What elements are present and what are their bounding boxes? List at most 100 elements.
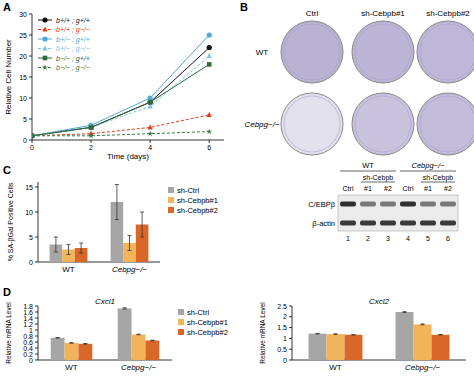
y-axis-label: Relative Cell Number <box>4 39 13 115</box>
plot-marks <box>309 312 450 360</box>
blot-treatment-label: sh-Cebpb <box>423 174 453 182</box>
y-tick <box>29 119 32 120</box>
y-tick <box>35 262 38 263</box>
legend-swatch <box>168 207 174 213</box>
plate-column-label: sh-Cebpb#2 <box>426 9 470 18</box>
plot-marks <box>50 185 149 263</box>
plate-rim <box>284 96 340 152</box>
y-tick <box>29 14 32 15</box>
panel-letter: A <box>3 1 11 13</box>
error-bar <box>115 185 119 220</box>
panel-letter: C <box>3 164 11 176</box>
chart: 051015202530Relative Cell Number0246Time… <box>4 11 224 162</box>
marker <box>148 100 153 105</box>
y-tick-label: 1.5 <box>277 324 287 331</box>
blot-band <box>400 202 416 207</box>
y-tick-label: 0 <box>23 137 27 144</box>
error-cap <box>56 338 60 339</box>
plate-rim <box>355 24 411 80</box>
error-line <box>81 243 82 253</box>
error-bar <box>316 333 320 334</box>
lane-label: #2 <box>444 185 452 192</box>
y-tick <box>35 306 38 307</box>
error-cap <box>351 334 355 335</box>
y-tick-label: 2.5 <box>277 303 287 310</box>
plate <box>417 93 474 155</box>
chart-title: Cxcl1 <box>95 297 115 306</box>
lane-label: #1 <box>364 185 372 192</box>
bar <box>65 343 79 360</box>
y-tick <box>289 338 292 339</box>
chart: 00.511.522.5Relative mRNA LevelCxcl2WTCe… <box>259 297 466 372</box>
legend-label: b+/+ ; g+/+ <box>56 17 90 25</box>
y-tick-label: 0 <box>29 259 33 266</box>
marker <box>42 26 47 31</box>
plate <box>281 93 343 155</box>
error-cap <box>150 340 154 341</box>
error-bar <box>56 337 60 339</box>
legend-swatch <box>178 319 184 325</box>
error-cap <box>421 323 425 324</box>
y-tick <box>289 306 292 307</box>
y-axis <box>38 182 39 262</box>
y-tick-label: 15 <box>19 74 27 81</box>
blot-group-label: Cebpg−/− <box>412 161 446 170</box>
y-tick <box>35 187 38 188</box>
x-tick-label: Cebpg−/− <box>121 363 156 372</box>
y-tick <box>35 312 38 313</box>
chart: 00.20.40.60.811.21.41.61.8Relative mRNA … <box>5 297 228 372</box>
error-line <box>55 237 56 252</box>
y-tick-label: 1.4 <box>23 315 33 322</box>
lane-label: Ctrl <box>403 185 414 192</box>
y-tick-label: 0.4 <box>23 345 33 352</box>
y-tick <box>29 35 32 36</box>
error-cap <box>79 253 83 254</box>
y-tick <box>35 330 38 331</box>
legend-label: sh-Cebpb#1 <box>187 318 228 327</box>
lane-number: 3 <box>386 235 390 242</box>
x-tick-label: Cebpg−/− <box>405 363 440 372</box>
y-tick <box>29 98 32 99</box>
plate <box>352 93 414 155</box>
marker <box>88 124 93 129</box>
marker <box>207 32 212 37</box>
legend-label: sh-Ctrl <box>177 186 199 195</box>
error-cap <box>128 235 132 236</box>
bar <box>396 312 414 360</box>
legend-label: b−/− ; g−/− <box>56 64 90 72</box>
marker <box>42 64 48 70</box>
error-line <box>142 212 143 237</box>
lane-number: 2 <box>366 235 370 242</box>
error-cap <box>70 342 74 343</box>
x-tick-label: 0 <box>30 144 34 151</box>
error-cap <box>123 307 127 308</box>
error-cap <box>137 334 141 335</box>
error-cap <box>83 343 87 344</box>
plate-row-label: Cebpg−/− <box>244 120 279 129</box>
x-tick <box>91 140 92 143</box>
marker <box>207 45 212 50</box>
bar <box>51 338 65 360</box>
y-tick <box>35 237 38 238</box>
y-tick-label: 0 <box>283 357 287 364</box>
error-cap <box>334 334 338 335</box>
error-bar <box>140 212 144 237</box>
error-cap <box>128 250 132 251</box>
error-bar <box>438 334 442 335</box>
y-tick-label: 1 <box>283 335 287 342</box>
series-line <box>32 64 209 135</box>
y-tick <box>35 342 38 343</box>
error-bar <box>83 343 87 345</box>
series-line <box>32 35 209 136</box>
error-bar <box>67 245 71 255</box>
lane-number: 5 <box>426 235 430 242</box>
marker <box>88 125 93 130</box>
legend-label: b+/− ; g+/+ <box>56 36 90 44</box>
y-tick-label: 5 <box>29 234 33 241</box>
marker <box>32 133 35 138</box>
error-cap <box>70 343 74 344</box>
x-tick-label: 6 <box>207 144 211 151</box>
legend-swatch <box>168 197 174 203</box>
y-axis-label: Relative mRNA Level <box>5 302 12 364</box>
error-cap <box>334 333 338 334</box>
